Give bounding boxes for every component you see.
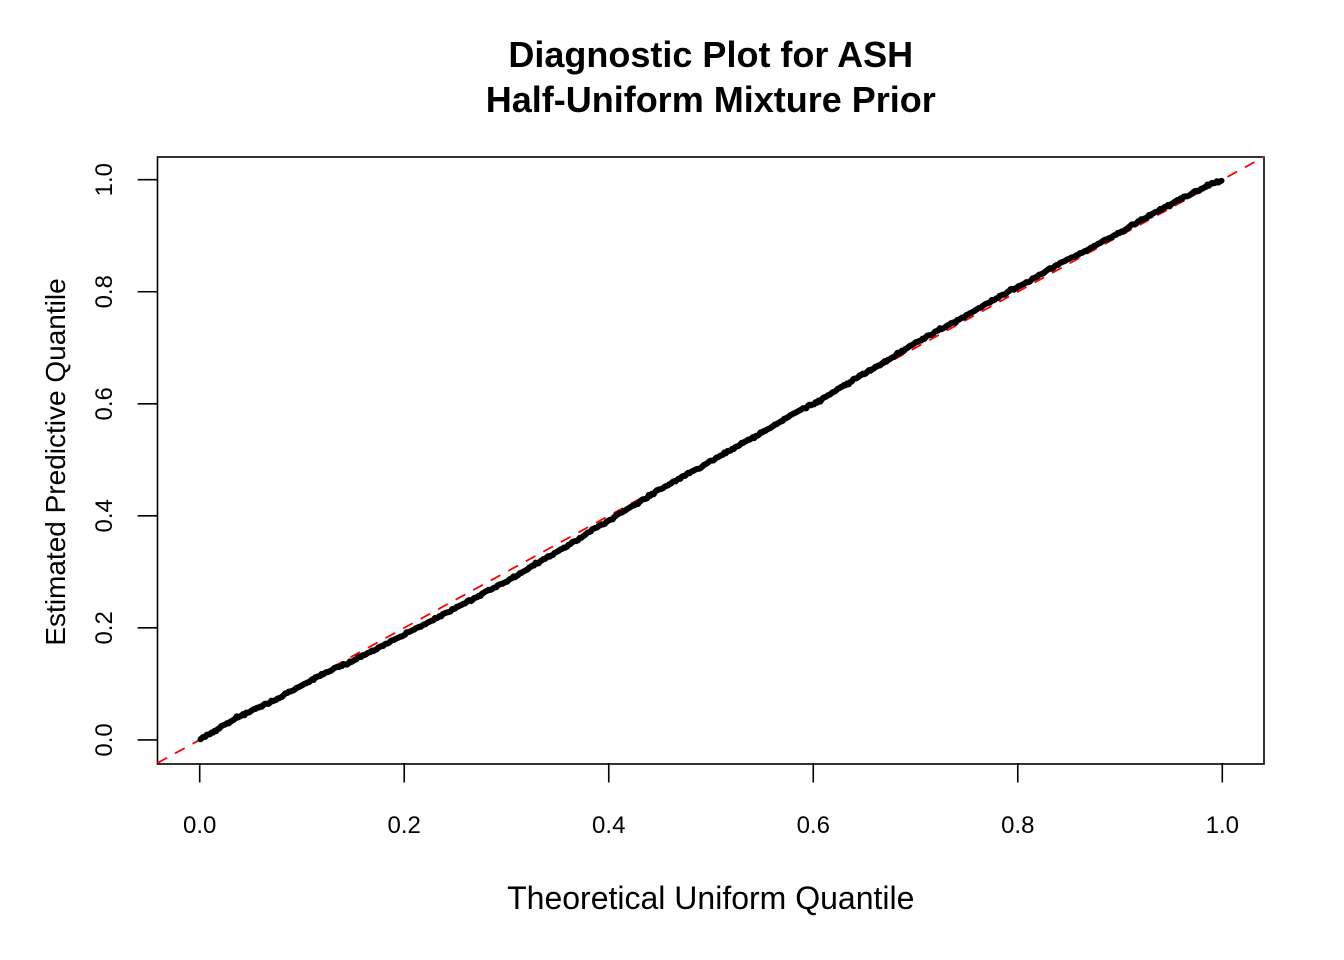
svg-text:0.6: 0.6 xyxy=(797,812,830,839)
svg-text:1.0: 1.0 xyxy=(91,163,118,196)
svg-text:0.2: 0.2 xyxy=(388,812,421,839)
svg-text:0.0: 0.0 xyxy=(183,812,216,839)
svg-text:0.4: 0.4 xyxy=(91,499,118,532)
svg-text:0.8: 0.8 xyxy=(91,275,118,308)
svg-text:1.0: 1.0 xyxy=(1206,812,1239,839)
svg-text:0.2: 0.2 xyxy=(91,611,118,644)
svg-text:0.4: 0.4 xyxy=(592,812,625,839)
svg-text:0.0: 0.0 xyxy=(91,723,118,756)
svg-text:0.6: 0.6 xyxy=(91,387,118,420)
svg-text:0.8: 0.8 xyxy=(1001,812,1034,839)
